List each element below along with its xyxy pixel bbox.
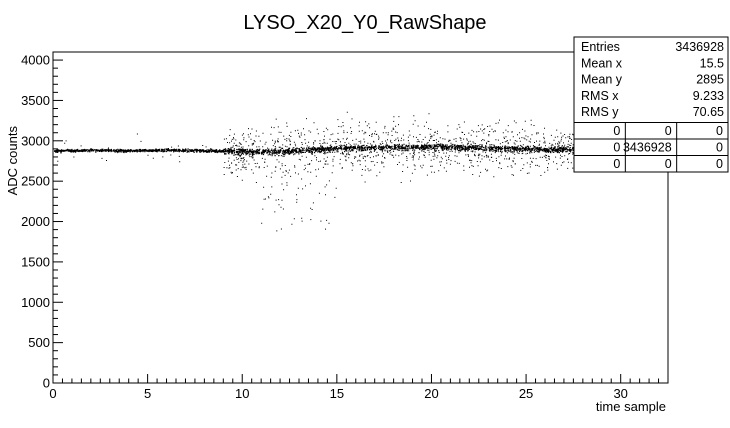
stats-grid-cell: 0 <box>665 124 672 138</box>
stats-grid-cell: 0 <box>665 157 672 171</box>
stats-value: 2895 <box>696 73 724 87</box>
stats-box: Entries 3436928 Mean x 15.5 Mean y 2895 RMS x 9… <box>573 36 729 173</box>
stats-grid-cell: 0 <box>716 141 723 155</box>
x-tick-label: 10 <box>235 386 249 401</box>
y-tick-label: 3500 <box>21 93 50 108</box>
x-axis-label: time sample <box>596 399 666 414</box>
stats-grid-cell: 0 <box>716 157 723 171</box>
y-tick-label: 2500 <box>21 174 50 189</box>
stats-box-frame <box>573 36 729 123</box>
scatter-series <box>54 111 650 232</box>
y-tick-label: 1500 <box>21 254 50 269</box>
x-tick-label: 25 <box>519 386 533 401</box>
stats-grid-cell: 0 <box>613 141 620 155</box>
x-tick-label: 20 <box>424 386 438 401</box>
x-tick-label: 5 <box>144 386 151 401</box>
stats-grid-cell: 0 <box>613 124 620 138</box>
stats-value: 3436928 <box>675 40 724 54</box>
x-tick-label: 15 <box>330 386 344 401</box>
stats-label: Mean x <box>581 56 623 70</box>
stats-label: RMS x <box>581 89 619 103</box>
y-tick-label: 1000 <box>21 295 50 310</box>
y-tick-label: 2000 <box>21 214 50 229</box>
plot-border <box>52 51 669 384</box>
x-tick-label: 0 <box>49 386 56 401</box>
stats-grid-cell: 0 <box>716 124 723 138</box>
x-tick-label: 30 <box>613 386 627 401</box>
plot-frame <box>52 51 669 384</box>
stats-label: Mean y <box>581 73 623 87</box>
chart-title: LYSO_X20_Y0_RawShape <box>243 12 487 34</box>
x-axis: 0 5 10 15 20 25 30 <box>49 374 660 401</box>
y-tick-label: 4000 <box>21 53 50 68</box>
y-axis-label: ADC counts <box>5 126 20 196</box>
stats-label: Entries <box>581 40 620 54</box>
stats-grid-frame <box>573 122 729 173</box>
stats-label: RMS y <box>581 105 619 119</box>
stats-grid-cell: 0 <box>613 157 620 171</box>
y-tick-label: 500 <box>28 335 50 350</box>
stats-value: 15.5 <box>700 56 724 70</box>
stats-value: 9.233 <box>693 89 724 103</box>
stats-value: 70.65 <box>693 105 724 119</box>
y-tick-label: 3000 <box>21 133 50 148</box>
scatter-points <box>54 111 650 232</box>
y-axis: 0 500 1000 1500 2000 2500 3000 3500 4000 <box>21 51 63 391</box>
stats-grid-cell: 3436928 <box>623 141 672 155</box>
y-tick-label: 0 <box>43 376 50 391</box>
